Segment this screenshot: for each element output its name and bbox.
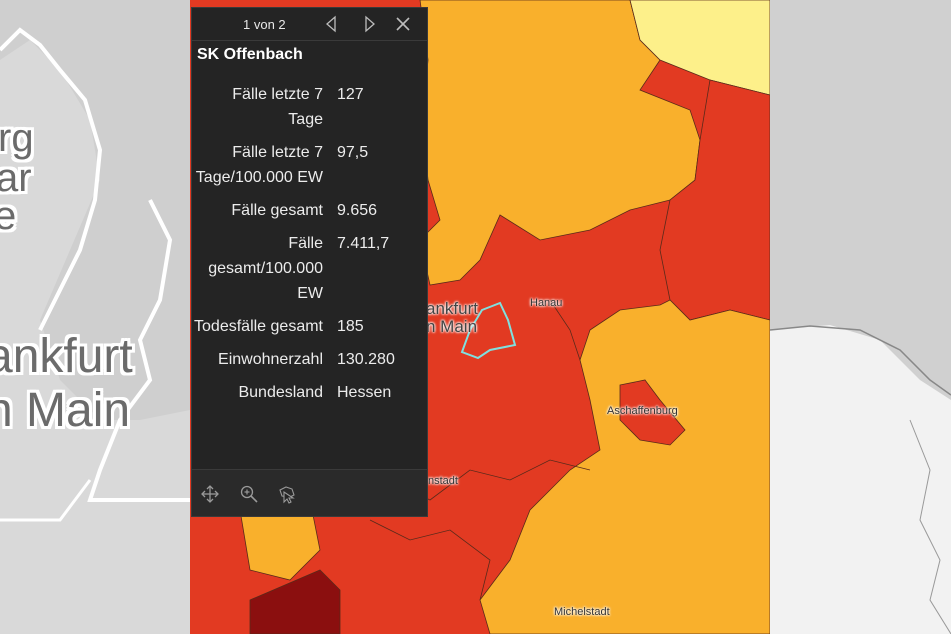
attribute-row: Einwohnerzahl 130.280 <box>192 347 428 380</box>
select-feature-icon <box>279 486 295 504</box>
close-popup-button[interactable] <box>393 14 413 34</box>
popup-header: 1 von 2 <box>192 8 427 41</box>
attribute-value: 7.411,7 <box>337 235 390 252</box>
attribute-key: Fälle gesamt <box>231 202 323 219</box>
zoom-to-button[interactable] <box>239 484 259 504</box>
basemap-right-shapes <box>770 0 951 634</box>
move-icon <box>201 485 219 503</box>
attribute-key: Fälle letzte 7 Tage <box>232 86 323 128</box>
feature-popup: 1 von 2 SK Offenbach Fälle letzte 7 Tage… <box>191 7 428 517</box>
map-label-hanau: Hanau <box>530 297 563 309</box>
basemap-right[interactable] <box>770 0 951 634</box>
attribute-key: Bundesland <box>238 384 323 401</box>
attribute-row: Fälle letzte 7 Tage/100.000 EW 97,5 <box>192 140 428 198</box>
map-label-frankfurt-2: n Main <box>426 317 478 336</box>
attribute-key: Fälle gesamt/100.000 EW <box>208 235 323 302</box>
chevron-left-icon <box>326 15 336 33</box>
map-label-darmstadt: nstadt <box>428 475 458 487</box>
attribute-key: Fälle letzte 7 Tage/100.000 EW <box>195 144 323 186</box>
attribute-value: 9.656 <box>337 202 378 219</box>
map-label-partial-e: e <box>0 194 17 238</box>
map-label-partial-ar: ar <box>0 156 32 200</box>
basemap-left-shapes <box>0 0 190 634</box>
attribute-value: Hessen <box>337 384 392 401</box>
popup-pager: 1 von 2 <box>243 17 286 32</box>
basemap-left[interactable]: rg ar e ankfurt n Main <box>0 0 190 634</box>
attribute-value: 97,5 <box>337 144 369 161</box>
attribute-row: Bundesland Hessen <box>192 380 428 413</box>
next-feature-button[interactable] <box>359 14 379 34</box>
attribute-key: Einwohnerzahl <box>218 351 323 368</box>
popup-footer <box>192 469 427 516</box>
attribute-value: 185 <box>337 318 364 335</box>
attribute-row: Fälle gesamt 9.656 <box>192 198 428 231</box>
map-label-frankfurt-1: ankfurt <box>426 299 478 318</box>
select-feature-button[interactable] <box>277 484 297 504</box>
popup-title: SK Offenbach <box>197 46 303 63</box>
previous-feature-button[interactable] <box>322 14 342 34</box>
map-label-michelstadt: Michelstadt <box>554 606 610 618</box>
attribute-table: Fälle letzte 7 Tage 127 Fälle letzte 7 T… <box>192 82 428 413</box>
attribute-row: Todesfälle gesamt 185 <box>192 314 428 347</box>
attribute-key: Todesfälle gesamt <box>194 318 323 335</box>
map-label-partial-rg: rg <box>0 116 34 160</box>
map-label-aschaffenburg: Aschaffenburg <box>607 405 678 417</box>
chevron-right-icon <box>365 15 375 33</box>
close-icon <box>396 17 410 31</box>
attribute-row: Fälle gesamt/100.000 EW 7.411,7 <box>192 231 428 314</box>
attribute-value: 130.280 <box>337 351 395 368</box>
zoom-in-icon <box>240 485 258 503</box>
choropleth-map[interactable]: ankfurt n Main Hanau Aschaffenburg nstad… <box>190 0 770 634</box>
map-label-frankfurt-large-1: ankfurt <box>0 330 133 383</box>
pan-to-button[interactable] <box>200 484 220 504</box>
attribute-row: Fälle letzte 7 Tage 127 <box>192 82 428 140</box>
attribute-value: 127 <box>337 86 364 103</box>
map-label-frankfurt-large-2: n Main <box>0 384 131 437</box>
